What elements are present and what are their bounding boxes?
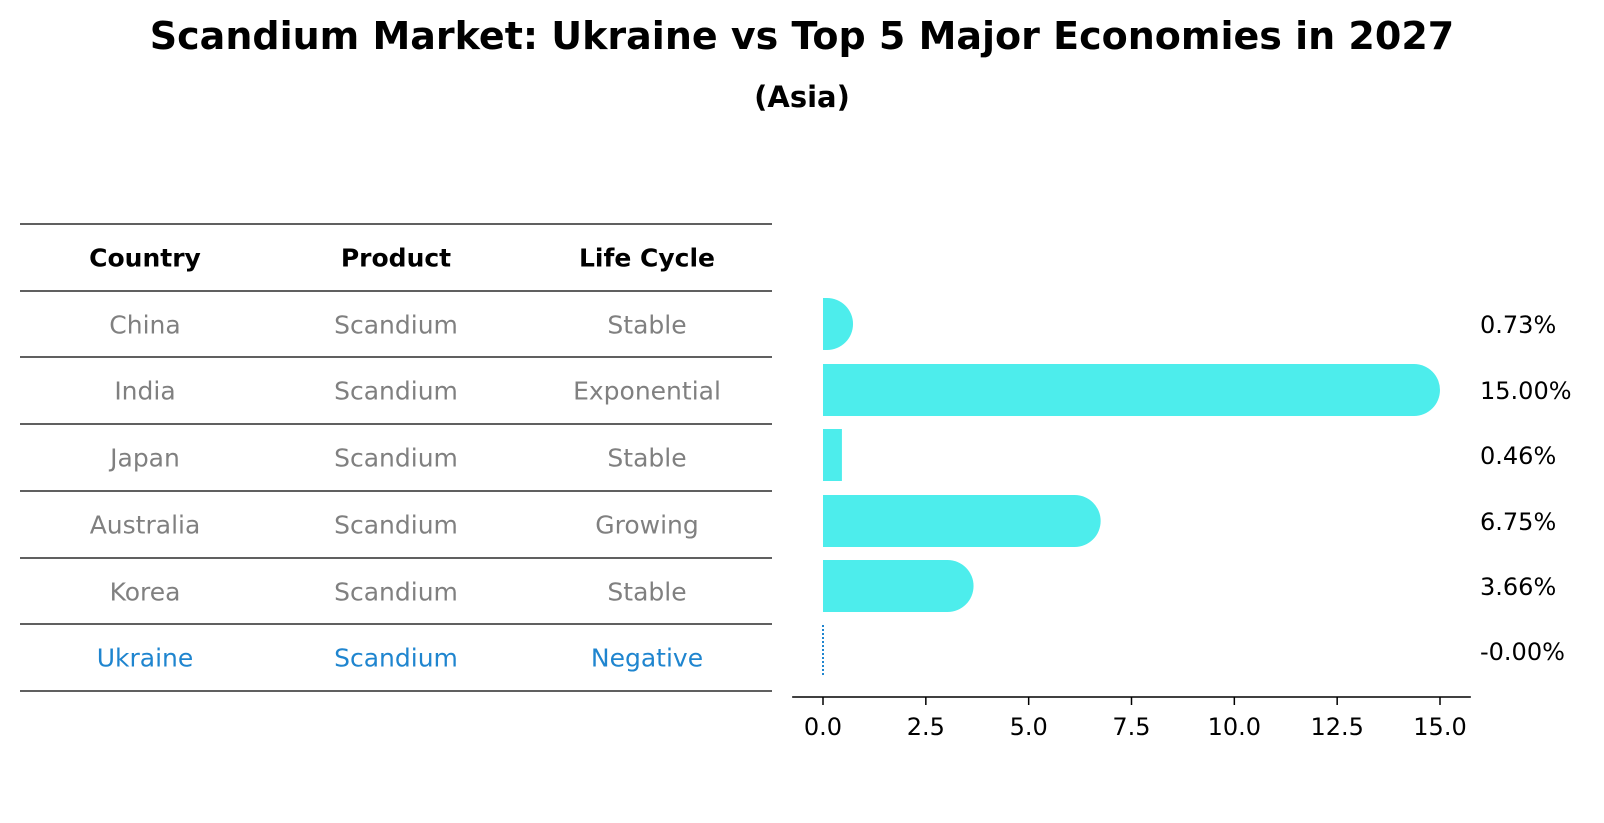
chart-subtitle: (Asia) bbox=[754, 80, 850, 114]
x-tick-label: 5.0 bbox=[1010, 713, 1048, 741]
table-cell-product: Scandium bbox=[334, 644, 458, 673]
table-cell-life-cycle: Stable bbox=[607, 578, 686, 607]
bar-value-label: 15.00% bbox=[1480, 377, 1572, 405]
data-table: Country Product Life Cycle China Scandium Sta… bbox=[20, 223, 772, 692]
table-cell-life-cycle: Growing bbox=[595, 511, 699, 540]
bar-value-label: 0.46% bbox=[1480, 442, 1556, 470]
life-cycle-header: Life Cycle bbox=[579, 244, 715, 273]
x-tick-label: 2.5 bbox=[907, 713, 945, 741]
table-cell-product: Scandium bbox=[334, 511, 458, 540]
bar-china bbox=[823, 298, 854, 350]
product-header: Product bbox=[341, 244, 451, 273]
bar-india bbox=[823, 364, 1440, 416]
table-cell-country: Australia bbox=[90, 511, 201, 540]
bar-value-label: -0.00% bbox=[1480, 638, 1565, 666]
table-cell-country: Ukraine bbox=[97, 644, 194, 673]
table-cell-country: Korea bbox=[110, 578, 181, 607]
table-cell-product: Scandium bbox=[334, 578, 458, 607]
chart-title: Scandium Market: Ukraine vs Top 5 Major … bbox=[149, 14, 1455, 58]
table-cell-product: Scandium bbox=[334, 377, 458, 406]
bar-chart: 0.73% 15.00% 0.46% 6.75% 3.66% -0.00% 0.0 2.5 5.… bbox=[792, 298, 1572, 741]
table-cell-life-cycle: Exponential bbox=[573, 377, 721, 406]
bar-value-label: 3.66% bbox=[1480, 573, 1556, 601]
x-tick-label: 0.0 bbox=[804, 713, 842, 741]
x-tick-label: 12.5 bbox=[1310, 713, 1363, 741]
x-tick-label: 15.0 bbox=[1413, 713, 1466, 741]
table-cell-product: Scandium bbox=[334, 311, 458, 340]
table-cell-product: Scandium bbox=[334, 444, 458, 473]
table-cell-country: Japan bbox=[108, 444, 180, 473]
table-cell-country: China bbox=[109, 311, 180, 340]
country-header: Country bbox=[89, 244, 201, 273]
bar-australia bbox=[823, 495, 1101, 547]
bar-korea bbox=[823, 560, 974, 612]
table-cell-life-cycle: Stable bbox=[607, 311, 686, 340]
x-tick-label: 7.5 bbox=[1112, 713, 1150, 741]
x-tick-label: 10.0 bbox=[1208, 713, 1261, 741]
bar-value-label: 6.75% bbox=[1480, 508, 1556, 536]
table-cell-life-cycle: Stable bbox=[607, 444, 686, 473]
bar-japan bbox=[823, 429, 842, 481]
table-cell-life-cycle: Negative bbox=[591, 644, 703, 673]
table-cell-country: India bbox=[114, 377, 175, 406]
bar-value-label: 0.73% bbox=[1480, 311, 1556, 339]
